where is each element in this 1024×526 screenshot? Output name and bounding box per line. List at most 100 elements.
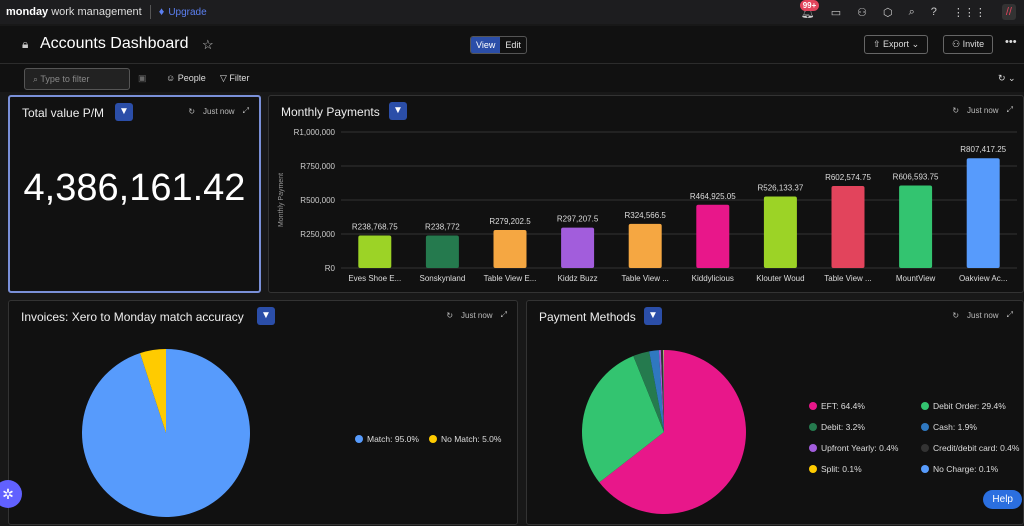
x-tick-label: Klouter Woud <box>756 274 804 283</box>
pie-slice <box>660 350 664 432</box>
edit-button[interactable]: Edit <box>505 40 521 50</box>
invoice-pie-chart <box>81 349 250 517</box>
legend-swatch <box>428 435 437 443</box>
widget-invoices[interactable]: Invoices: Xero to Monday match accuracy … <box>8 300 518 525</box>
legend-item[interactable]: EFT: 64.4% <box>809 401 921 411</box>
chart-legend: Match: 95.0% No Match: 5.0% <box>355 434 501 444</box>
export-button[interactable]: ⇧ Export ⌄ <box>864 35 929 54</box>
bar <box>899 185 933 268</box>
pie-slice <box>599 350 746 514</box>
brand-logo[interactable]: monday <box>6 6 49 18</box>
expand-icon[interactable]: ⤢ <box>1006 105 1013 114</box>
legend-item[interactable]: Debit Order: 29.4% <box>921 401 1024 411</box>
filter-bar: ⌕ Type to filter ▣ ☺ People ▽ Filter ↻ ⌄ <box>0 64 1024 92</box>
widget-payment-methods[interactable]: Payment Methods ▼ ↻ Just now ⤢ EFT: 64.4% D… <box>526 300 1024 525</box>
lock-icon: 🔒︎ <box>22 37 29 51</box>
divider <box>149 5 151 19</box>
filter-icon[interactable]: ▼ <box>644 307 662 325</box>
filter-label: Filter <box>229 73 250 83</box>
legend-label: Credit/debit card: 0.4% <box>933 443 1020 453</box>
chart-legend: EFT: 64.4% Debit Order: 29.4% Debit: 3.2% C… <box>809 401 1024 474</box>
bar <box>493 230 527 268</box>
page-title[interactable]: Accounts Dashboard <box>40 35 189 52</box>
updated-time: Just now <box>967 105 999 115</box>
apps-icon[interactable]: ⬡ <box>882 6 893 19</box>
y-tick-label: R1,000,000 <box>294 128 336 137</box>
legend-item[interactable]: Match: 95.0% <box>355 434 419 444</box>
legend-swatch <box>355 435 363 443</box>
bar-value-label: R807,417.25 <box>960 145 1006 154</box>
legend-swatch <box>921 465 929 473</box>
filter-icon[interactable]: ▼ <box>115 103 133 121</box>
star-icon[interactable]: ☆ <box>202 37 214 52</box>
refresh-icon[interactable]: ↻ <box>188 106 196 116</box>
total-value: 4,386,161.42 <box>23 167 246 209</box>
inbox-icon[interactable]: ▭ <box>830 6 842 19</box>
pie-slice <box>582 355 664 483</box>
legend-swatch <box>921 423 929 431</box>
widget-total-value[interactable]: Total value P/M ▼ ↻ Just now ⤢ 4,386,161.4… <box>8 95 261 293</box>
bar-value-label: R602,574.75 <box>825 173 871 182</box>
bar <box>561 227 595 268</box>
x-tick-label: Kiddylicious <box>692 274 734 283</box>
view-button[interactable]: View <box>471 37 501 53</box>
legend-item[interactable]: Debit: 3.2% <box>809 422 921 432</box>
avatar[interactable]: // <box>1001 4 1016 20</box>
y-tick-label: R0 <box>325 264 336 273</box>
legend-swatch <box>921 402 929 410</box>
bell-icon[interactable]: 🔔︎ 99+ <box>799 0 820 19</box>
bar <box>966 158 1000 268</box>
x-tick-label: Eves Shoe E... <box>348 274 401 283</box>
refresh-icon[interactable]: ↻ ⌄ <box>998 73 1016 83</box>
invite-members-icon[interactable]: ⚇ <box>857 6 867 19</box>
widget-title: Payment Methods <box>539 310 636 324</box>
settings-fab[interactable]: ✲ <box>0 480 22 508</box>
view-edit-toggle: View Edit <box>470 36 527 54</box>
filter-button[interactable]: ▽ Filter <box>220 73 250 83</box>
expand-icon[interactable]: ⤢ <box>242 106 249 115</box>
x-tick-label: Table View ... <box>824 274 871 283</box>
widget-title: Total value P/M <box>22 106 105 120</box>
search-icon[interactable]: ⌕ <box>908 5 915 18</box>
legend-item[interactable]: Cash: 1.9% <box>921 422 1024 432</box>
legend-label: Match: 95.0% <box>367 434 419 444</box>
filter-icon[interactable]: ▼ <box>257 307 275 325</box>
pie-slice <box>633 351 664 432</box>
diamond-icon: ♦ <box>158 6 165 18</box>
search-input[interactable]: ⌕ Type to filter <box>24 68 130 90</box>
y-tick-label: R500,000 <box>300 196 335 205</box>
legend-item[interactable]: No Match: 5.0% <box>428 434 501 444</box>
updated-time: Just now <box>203 106 235 116</box>
refresh-icon[interactable]: ↻ <box>446 310 454 320</box>
help-icon[interactable]: ? <box>930 6 937 18</box>
expand-icon[interactable]: ⤢ <box>500 310 507 319</box>
filter-icon[interactable]: ▼ <box>389 102 407 120</box>
legend-item[interactable]: No Charge: 0.1% <box>921 464 1024 474</box>
refresh-icon[interactable]: ↻ <box>952 310 960 320</box>
y-tick-label: R250,000 <box>300 230 335 239</box>
updated-time: Just now <box>461 310 493 320</box>
legend-item[interactable]: Credit/debit card: 0.4% <box>921 443 1024 453</box>
bar-chart: R0 R250,000 R500,000 R750,000 R1,000,000 Mont… <box>278 128 1017 283</box>
widget-monthly-payments[interactable]: Monthly Payments ▼ ↻ Just now ⤢ R0 R250,000… <box>268 95 1024 293</box>
x-tick-label: Oakview Ac... <box>959 274 1007 283</box>
x-tick-label: Table View E... <box>484 274 537 283</box>
expand-icon[interactable]: ⤢ <box>1006 310 1013 319</box>
refresh-icon[interactable]: ↻ <box>952 105 960 115</box>
more-icon[interactable]: ••• <box>1005 36 1017 48</box>
save-icon[interactable]: ▣ <box>138 73 147 83</box>
upgrade-link[interactable]: Upgrade <box>168 6 207 18</box>
bar <box>628 223 662 268</box>
legend-item[interactable]: Split: 0.1% <box>809 464 921 474</box>
pie-slice <box>662 350 664 432</box>
help-button[interactable]: Help <box>983 490 1022 509</box>
bar-value-label: R324,566.5 <box>625 211 667 220</box>
legend-item[interactable]: Upfront Yearly: 0.4% <box>809 443 921 453</box>
legend-label: Split: 0.1% <box>821 464 862 474</box>
grid-icon[interactable]: ⋮⋮⋮ <box>952 6 986 19</box>
y-tick-label: R750,000 <box>300 162 335 171</box>
invite-button[interactable]: ⚇ Invite <box>943 35 994 54</box>
legend-swatch <box>809 402 817 410</box>
payment-methods-pie-chart <box>582 350 746 514</box>
people-filter[interactable]: ☺ People <box>166 73 206 83</box>
